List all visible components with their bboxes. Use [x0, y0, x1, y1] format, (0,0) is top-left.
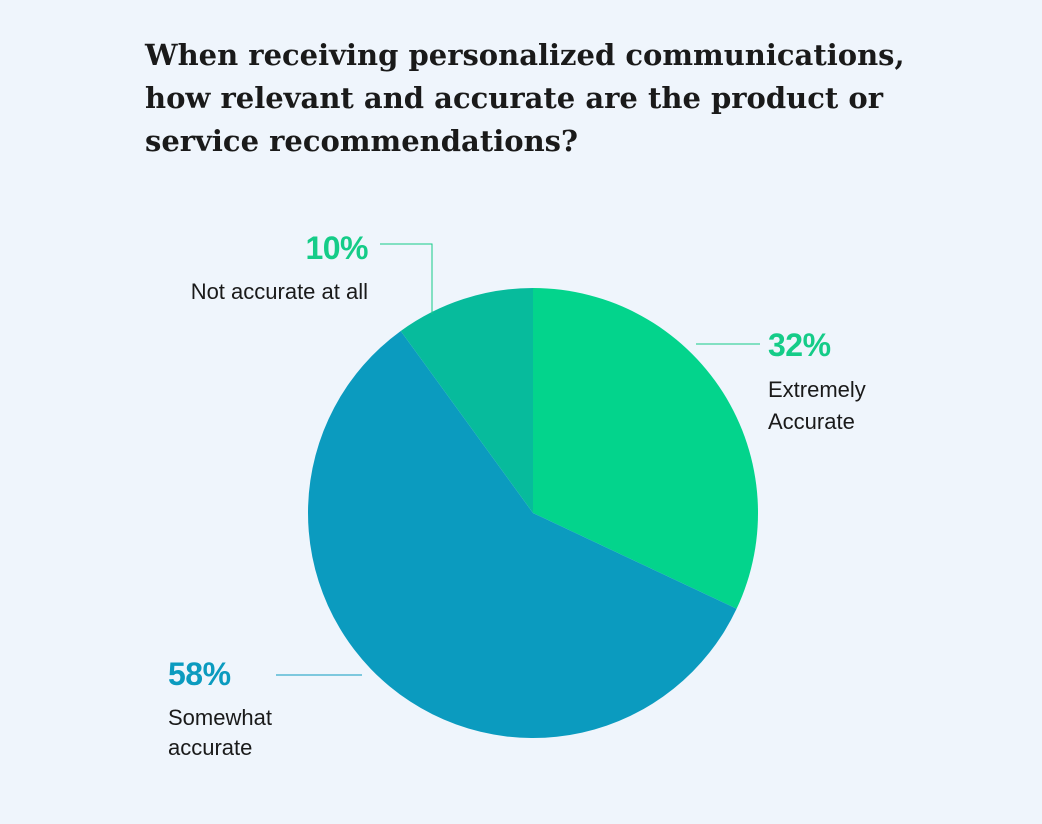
chart-title-line: service recommendations? [145, 124, 578, 158]
slice-category-label: accurate [168, 735, 252, 760]
slice-category-label: Accurate [768, 409, 855, 434]
leader-lines [276, 243, 760, 676]
pie-slice [533, 288, 759, 609]
slice-percent-label: 10% [305, 230, 368, 266]
slice-category-label: Extremely [768, 377, 866, 402]
leader-line [380, 243, 433, 314]
chart-title-line: When receiving personalized communicatio… [145, 38, 905, 72]
slice-percent-label: 32% [768, 327, 831, 363]
pie-slices [308, 288, 759, 738]
slice-labels: 32% Extremely Accurate 58% Somewhat accurate 1… [168, 230, 866, 760]
slice-category-label: Somewhat [168, 705, 272, 730]
chart-title-line: how relevant and accurate are the produc… [145, 81, 884, 115]
slice-percent-label: 58% [168, 656, 231, 692]
chart-title: When receiving personalized communicatio… [145, 34, 965, 163]
slice-category-label: Not accurate at all [191, 279, 368, 304]
pie-slice [400, 288, 533, 513]
pie-slice [308, 330, 737, 738]
